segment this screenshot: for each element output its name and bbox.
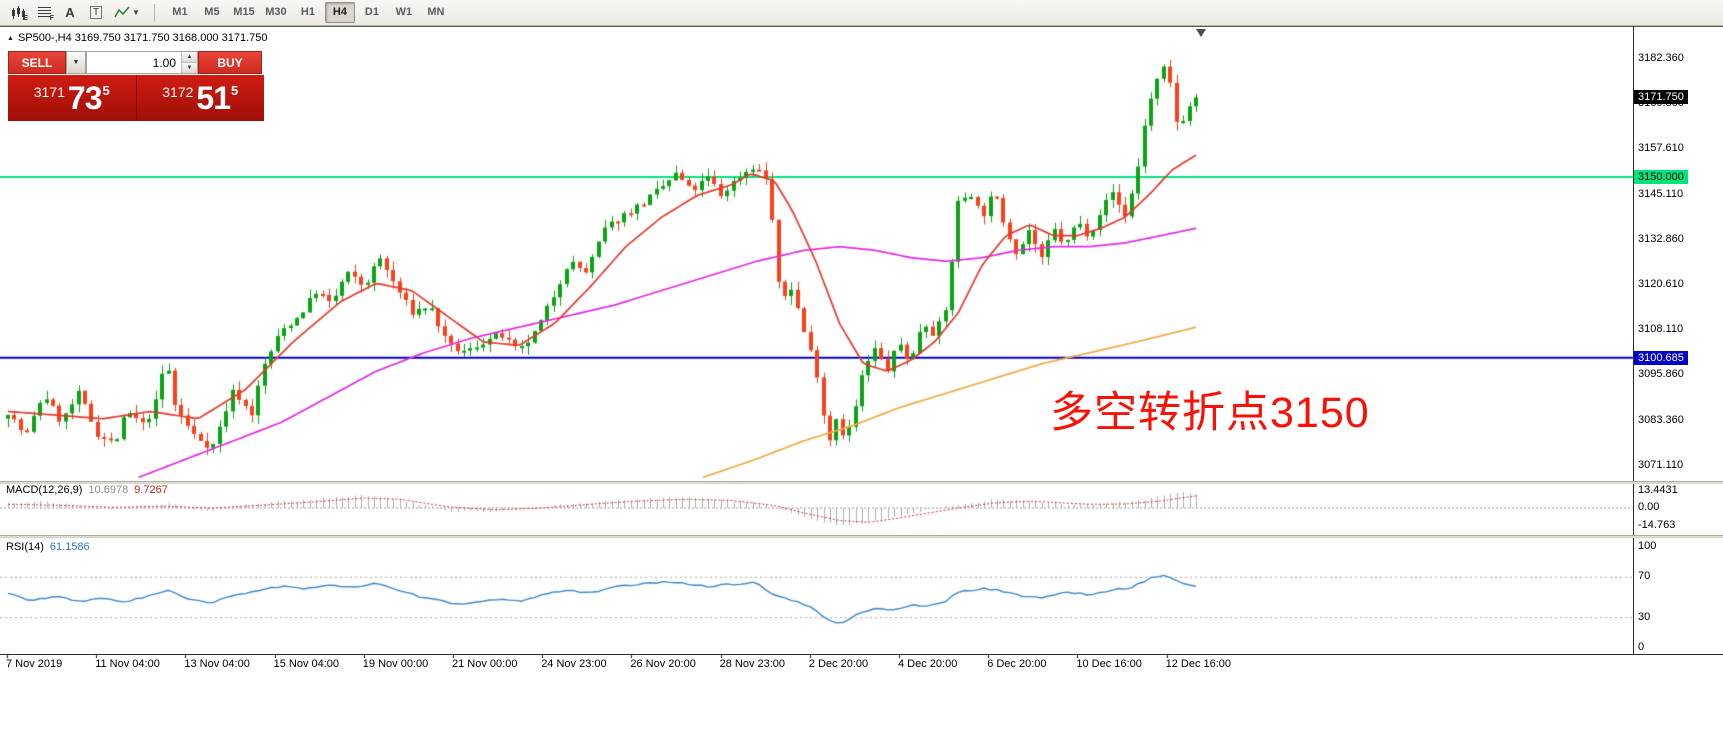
letter-a: A	[65, 5, 75, 20]
time-axis-label: 13 Nov 04:00	[184, 658, 250, 670]
rsi-axis-label: 30	[1638, 610, 1651, 623]
timeframe-button-m5[interactable]: M5	[204, 6, 220, 18]
buy-button[interactable]: BUY	[198, 51, 262, 74]
price-axis-label: 3083.360	[1638, 414, 1684, 427]
timeframe-group: M1 M5 M15 M30 H1 H4 D1 W1 MN	[164, 2, 452, 23]
sell-price-pipette: 5	[102, 82, 110, 98]
timeframe-button-w1[interactable]: W1	[395, 6, 413, 18]
trade-price-row: 3171 73 5 3172 51 5	[8, 75, 264, 121]
macd-axis-label: -14.763	[1638, 519, 1676, 532]
text-box-icon[interactable]: T	[84, 3, 108, 23]
macd-signal-value: 9.7267	[134, 484, 168, 496]
price-axis-label: 3108.110	[1638, 323, 1684, 336]
time-axis-label: 4 Dec 20:00	[898, 658, 958, 670]
buy-price-pips: 51	[196, 80, 231, 116]
buy-price-big-figure: 3172	[162, 84, 194, 100]
chart-annotation-text: 多空转折点3150	[1050, 389, 1370, 437]
price-axis-label: 3120.610	[1638, 277, 1684, 290]
grid-chart-icon[interactable]: F	[32, 3, 56, 23]
buy-price-pipette: 5	[231, 82, 239, 98]
sell-button[interactable]: SELL	[8, 51, 66, 74]
timeframe-button-m15[interactable]: M15	[233, 6, 255, 18]
icon-sub-label: E	[23, 14, 28, 22]
timeframe-button-m30[interactable]: M30	[265, 6, 287, 18]
toolbar-separator	[153, 3, 155, 22]
price-axis-label: 3157.610	[1638, 142, 1684, 155]
price-axis-label: 3182.360	[1638, 51, 1684, 64]
time-axis-label: 24 Nov 23:00	[541, 658, 607, 670]
volume-increase-button[interactable]: ▲	[182, 52, 197, 63]
time-axis-label: 12 Dec 16:00	[1165, 658, 1232, 670]
price-axis-label: 3132.860	[1638, 232, 1684, 245]
price-divider	[135, 75, 137, 121]
support-level-tag: 3100.685	[1634, 350, 1688, 365]
volume-field: ▲ ▼	[86, 51, 198, 74]
candles-glyph	[11, 5, 25, 20]
dropdown-caret-icon: ▼	[72, 59, 80, 66]
symbol-info: ▲ SP500-,H4 3169.750 3171.750 3168.000 3…	[7, 32, 268, 44]
indicators-icon[interactable]: ▼	[110, 3, 144, 23]
toolbar: E F A T ▼ M1 M5 M15 M30 H1 H4 D1 W1 MN	[0, 0, 1723, 26]
dropdown-caret-icon: ▼	[132, 8, 140, 17]
timeframe-button-h1[interactable]: H1	[300, 6, 315, 18]
volume-dropdown-button[interactable]: ▼	[66, 51, 86, 74]
rsi-axis-label: 70	[1638, 570, 1651, 583]
timeframe-button-mn[interactable]: MN	[427, 6, 445, 18]
macd-axis-label: 13.4431	[1638, 484, 1678, 497]
time-axis-label: 19 Nov 00:00	[362, 658, 429, 670]
grid-glyph	[37, 7, 51, 17]
letter-t: T	[89, 6, 103, 19]
rsi-axis-label: 100	[1638, 540, 1657, 552]
timeframe-button-m1[interactable]: M1	[172, 6, 188, 18]
time-axis-label: 15 Nov 04:00	[273, 658, 340, 670]
chart-shift-marker[interactable]	[1196, 29, 1206, 37]
chart-canvas[interactable]	[0, 26, 1723, 745]
rsi-label: RSI(14) 61.1586	[6, 541, 90, 553]
price-axis-label: 3071.110	[1638, 458, 1684, 471]
macd-splitter[interactable]	[0, 481, 1723, 484]
chart-window: ▲ SP500-,H4 3169.750 3171.750 3168.000 3…	[0, 26, 1723, 745]
time-axis-label: 10 Dec 16:00	[1076, 658, 1142, 670]
sell-price-big-figure: 3171	[33, 84, 65, 100]
macd-label: MACD(12,26,9) 10.6978 9.7267	[6, 484, 168, 496]
chart-frame-top	[0, 26, 1723, 27]
rsi-splitter[interactable]	[0, 535, 1723, 538]
time-axis-label: 7 Nov 2019	[6, 658, 63, 670]
timeframe-button-h4[interactable]: H4	[324, 2, 355, 23]
rsi-name: RSI(14)	[6, 541, 44, 553]
volume-decrease-button[interactable]: ▼	[182, 63, 197, 73]
sell-price-display[interactable]: 3171 73 5	[8, 75, 136, 121]
macd-axis-label: 0.00	[1638, 501, 1660, 513]
timeframe-button-d1[interactable]: D1	[364, 6, 379, 18]
symbol-marker-icon: ▲	[7, 34, 14, 42]
resistance-level-tag: 3150.000	[1634, 170, 1688, 185]
time-axis-label: 21 Nov 00:00	[452, 658, 518, 670]
sell-price-pips: 73	[67, 80, 103, 116]
time-axis-label: 6 Dec 20:00	[987, 658, 1047, 670]
time-axis-label: 2 Dec 20:00	[808, 658, 869, 670]
time-axis-label: 11 Nov 04:00	[95, 658, 160, 670]
macd-main-value: 10.6978	[88, 484, 129, 496]
price-axis-label: 3095.860	[1638, 368, 1684, 381]
price-axis-border	[1633, 26, 1634, 654]
icon-sub-label: F	[49, 14, 54, 22]
volume-spinner: ▲ ▼	[181, 52, 197, 73]
price-axis-label: 3145.110	[1638, 188, 1684, 201]
macd-name: MACD(12,26,9)	[6, 484, 83, 496]
time-axis-label: 28 Nov 23:00	[719, 658, 786, 670]
time-axis-label: 26 Nov 20:00	[630, 658, 696, 670]
text-a-icon[interactable]: A	[58, 3, 82, 23]
current-price-tag: 3171.750	[1634, 90, 1688, 105]
indicator-glyph	[114, 6, 130, 18]
symbol-ohlc-text: SP500-,H4 3169.750 3171.750 3168.000 317…	[17, 32, 268, 44]
rsi-axis-label: 0	[1638, 641, 1645, 653]
candle-chart-icon[interactable]: E	[6, 3, 30, 23]
buy-price-display[interactable]: 3172 51 5	[137, 75, 265, 121]
rsi-value: 61.1586	[49, 541, 90, 553]
volume-input[interactable]	[87, 52, 181, 73]
time-axis-border	[0, 654, 1723, 655]
